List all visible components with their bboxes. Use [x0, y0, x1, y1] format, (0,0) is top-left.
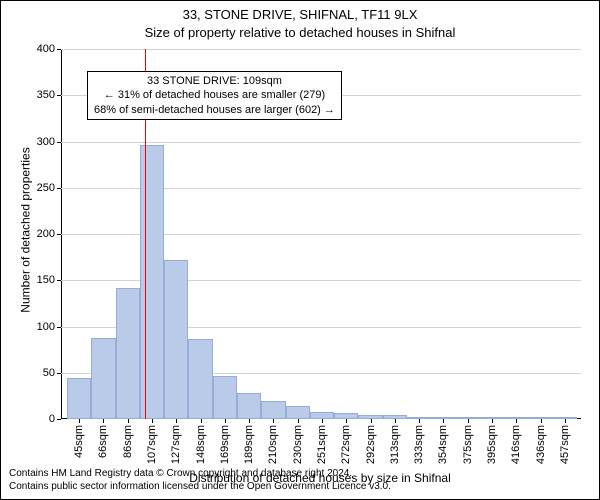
x-tick-label: 169sqm — [219, 425, 231, 464]
y-axis-label: Number of detached properties — [19, 147, 33, 312]
footer-attribution: Contains HM Land Registry data © Crown c… — [9, 468, 391, 493]
histogram-bar — [140, 145, 164, 419]
x-tick-label: 66sqm — [97, 425, 109, 458]
x-tick-label: 107sqm — [146, 425, 158, 464]
x-tick-mark — [322, 419, 323, 423]
annotation-box: 33 STONE DRIVE: 109sqm← 31% of detached … — [87, 71, 342, 120]
footer-line2: Contains public sector information licen… — [9, 481, 391, 494]
x-tick-mark — [419, 419, 420, 423]
x-tick-label: 251sqm — [316, 425, 328, 464]
y-tick-mark — [57, 327, 61, 328]
x-tick-mark — [565, 419, 566, 423]
annotation-line: ← 31% of detached houses are smaller (27… — [94, 88, 335, 102]
x-tick-mark — [273, 419, 274, 423]
y-tick-mark — [57, 142, 61, 143]
histogram-bar — [286, 406, 310, 419]
histogram-bar — [164, 260, 188, 419]
x-tick-mark — [201, 419, 202, 423]
x-tick-mark — [249, 419, 250, 423]
x-tick-mark — [79, 419, 80, 423]
x-tick-label: 333sqm — [413, 425, 425, 464]
annotation-line: 33 STONE DRIVE: 109sqm — [94, 74, 335, 88]
x-tick-label: 230sqm — [292, 425, 304, 464]
x-tick-mark — [176, 419, 177, 423]
x-tick-label: 189sqm — [243, 425, 255, 464]
x-tick-label: 292sqm — [365, 425, 377, 464]
histogram-bar — [116, 288, 140, 419]
histogram-bar — [261, 401, 285, 420]
x-tick-mark — [443, 419, 444, 423]
x-tick-label: 313sqm — [389, 425, 401, 464]
y-tick-mark — [57, 280, 61, 281]
x-tick-label: 457sqm — [559, 425, 571, 464]
x-tick-label: 127sqm — [170, 425, 182, 464]
x-tick-label: 375sqm — [462, 425, 474, 464]
y-tick-mark — [57, 188, 61, 189]
x-tick-mark — [225, 419, 226, 423]
plot-area: 05010015020025030035040045sqm66sqm86sqm1… — [61, 49, 581, 419]
chart-title-line2: Size of property relative to detached ho… — [1, 25, 599, 40]
x-tick-mark — [468, 419, 469, 423]
histogram-bar — [310, 412, 334, 419]
chart-container: 33, STONE DRIVE, SHIFNAL, TF11 9LX Size … — [0, 0, 600, 500]
x-tick-mark — [298, 419, 299, 423]
chart-title-line1: 33, STONE DRIVE, SHIFNAL, TF11 9LX — [1, 7, 599, 22]
x-tick-mark — [541, 419, 542, 423]
annotation-line: 68% of semi-detached houses are larger (… — [94, 103, 335, 117]
gridline — [61, 49, 581, 50]
x-tick-mark — [371, 419, 372, 423]
x-tick-label: 45sqm — [73, 425, 85, 458]
x-tick-label: 272sqm — [340, 425, 352, 464]
x-tick-label: 210sqm — [267, 425, 279, 464]
footer-line1: Contains HM Land Registry data © Crown c… — [9, 468, 391, 481]
y-tick-mark — [57, 234, 61, 235]
x-tick-mark — [152, 419, 153, 423]
histogram-bar — [188, 339, 212, 419]
histogram-bar — [213, 376, 237, 419]
y-tick-mark — [57, 49, 61, 50]
y-tick-mark — [57, 419, 61, 420]
histogram-bar — [67, 378, 91, 419]
x-tick-mark — [395, 419, 396, 423]
gridline — [61, 142, 581, 143]
x-tick-mark — [516, 419, 517, 423]
x-tick-mark — [492, 419, 493, 423]
y-tick-mark — [57, 95, 61, 96]
x-tick-mark — [128, 419, 129, 423]
histogram-bar — [237, 393, 261, 419]
x-tick-label: 436sqm — [535, 425, 547, 464]
x-tick-label: 354sqm — [437, 425, 449, 464]
x-tick-label: 395sqm — [486, 425, 498, 464]
histogram-bar — [91, 338, 115, 419]
x-tick-label: 148sqm — [195, 425, 207, 464]
x-tick-mark — [346, 419, 347, 423]
x-tick-mark — [103, 419, 104, 423]
x-tick-label: 86sqm — [122, 425, 134, 458]
y-tick-mark — [57, 373, 61, 374]
y-axis-label-wrap: Number of detached properties — [19, 1, 33, 459]
x-tick-label: 416sqm — [510, 425, 522, 464]
